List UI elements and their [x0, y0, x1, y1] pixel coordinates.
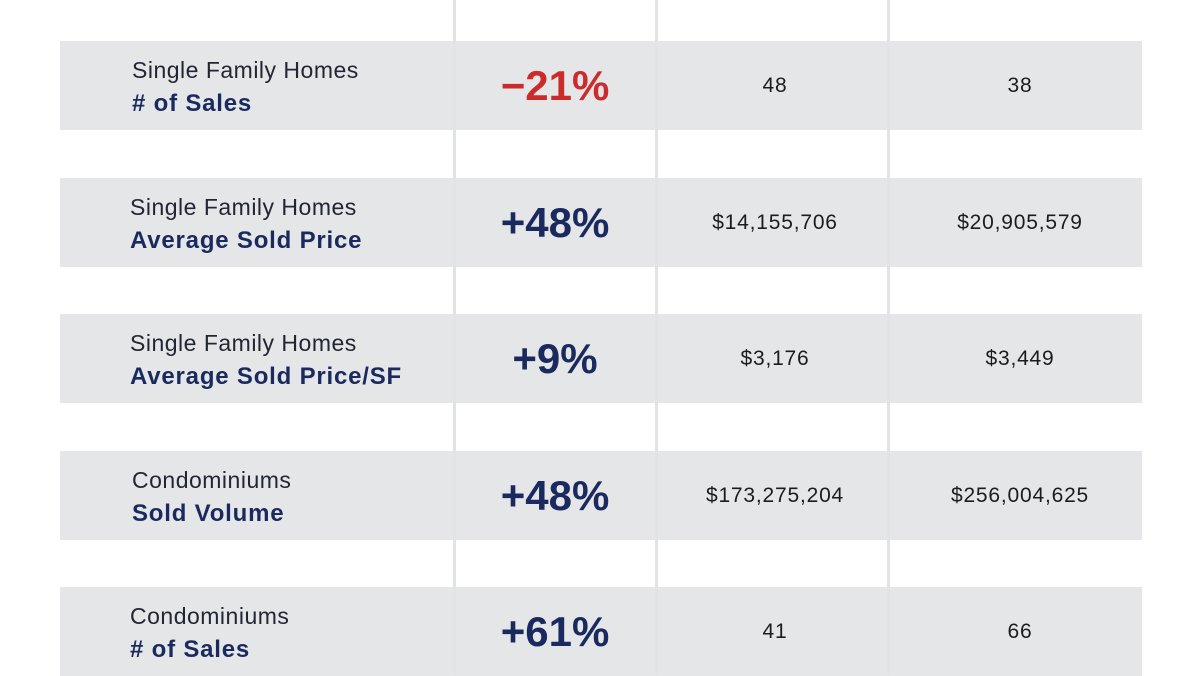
row-label: Condominiums # of Sales — [130, 599, 289, 667]
value-current: 38 — [1007, 74, 1033, 97]
table-row: Single Family Homes Average Sold Price +… — [60, 178, 1142, 267]
change-percent: +61% — [500, 608, 610, 655]
table-row: Condominiums Sold Volume +48% $173,275,2… — [60, 451, 1142, 540]
value-current: $256,004,625 — [950, 484, 1090, 507]
row-label: Single Family Homes # of Sales — [132, 53, 359, 121]
metric-label: Average Sold Price — [130, 227, 363, 254]
row-label: Condominiums Sold Volume — [132, 463, 291, 531]
change-percent: +48% — [500, 199, 610, 246]
column-divider-1 — [453, 0, 456, 675]
category-label: Single Family Homes — [132, 57, 359, 83]
value-previous: $3,176 — [740, 347, 810, 370]
value-current: 66 — [1007, 620, 1033, 643]
category-label: Single Family Homes — [130, 194, 357, 220]
category-label: Condominiums — [130, 603, 290, 629]
metric-label: Sold Volume — [132, 500, 285, 527]
value-previous: $14,155,706 — [712, 211, 838, 234]
value-current: $20,905,579 — [957, 211, 1083, 234]
metric-label: Average Sold Price/SF — [130, 363, 403, 390]
value-previous: 41 — [762, 620, 788, 643]
value-previous: $173,275,204 — [705, 484, 845, 507]
metric-label: # of Sales — [130, 636, 251, 663]
change-percent: +48% — [500, 472, 610, 519]
category-label: Single Family Homes — [130, 330, 357, 356]
table-row: Condominiums # of Sales +61% 41 66 — [60, 587, 1142, 676]
table-row: Single Family Homes # of Sales −21% 48 3… — [60, 41, 1142, 130]
value-current: $3,449 — [985, 347, 1055, 370]
value-previous: 48 — [762, 74, 788, 97]
change-percent: −21% — [500, 62, 610, 109]
row-label: Single Family Homes Average Sold Price/S… — [130, 326, 402, 394]
category-label: Condominiums — [132, 467, 292, 493]
metric-label: # of Sales — [132, 90, 253, 117]
row-label: Single Family Homes Average Sold Price — [130, 190, 362, 258]
change-percent: +9% — [512, 335, 598, 382]
column-divider-3 — [887, 0, 890, 675]
column-divider-2 — [655, 0, 658, 675]
table-row: Single Family Homes Average Sold Price/S… — [60, 314, 1142, 403]
